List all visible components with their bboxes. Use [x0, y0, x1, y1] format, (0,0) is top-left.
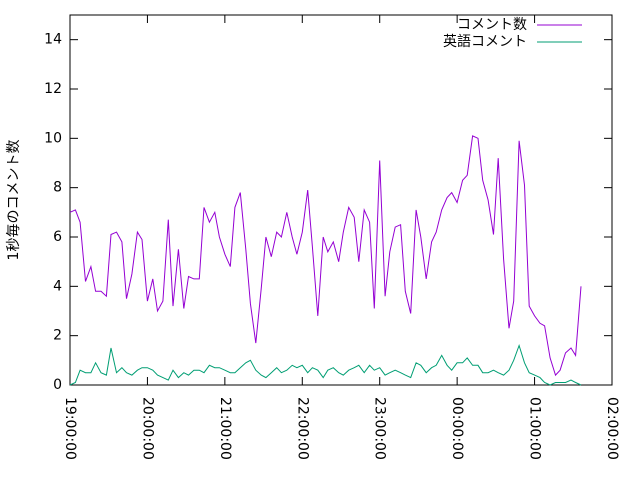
- y-axis-label: 1秒毎のコメント数: [6, 140, 22, 261]
- y-tick-label: 0: [53, 377, 62, 393]
- x-tick-label: 22:00:00: [294, 397, 310, 460]
- series-line: [69, 135, 582, 377]
- x-tick-label: 20:00:00: [139, 397, 155, 460]
- plot-frame: [69, 14, 613, 386]
- y-tick-label: 6: [53, 229, 62, 245]
- x-tick-label: 23:00:00: [372, 397, 388, 460]
- y-tick-label: 8: [53, 180, 62, 196]
- legend-label: コメント数: [457, 17, 527, 33]
- y-tick-label: 14: [44, 32, 62, 48]
- x-tick-label: 19:00:00: [62, 397, 78, 460]
- y-tick-label: 10: [44, 130, 62, 146]
- y-tick-label: 2: [53, 328, 62, 344]
- legend-label: 英語コメント: [443, 33, 527, 50]
- x-tick-label: 00:00:00: [449, 397, 465, 460]
- x-tick-label: 01:00:00: [527, 397, 543, 460]
- x-tick-label: 02:00:00: [604, 397, 620, 460]
- x-tick-label: 21:00:00: [217, 397, 233, 460]
- series-line: [69, 343, 582, 386]
- y-tick-label: 12: [44, 81, 62, 97]
- y-tick-label: 4: [53, 278, 62, 294]
